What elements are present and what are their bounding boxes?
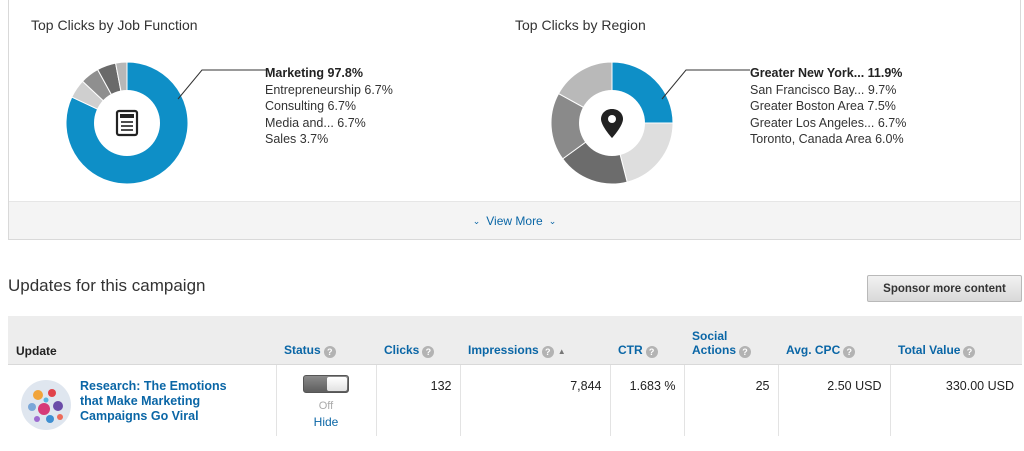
- job-function-donut: [65, 61, 189, 185]
- column-label: Clicks: [384, 342, 420, 357]
- impressions-cell: 7,844: [459, 364, 610, 436]
- social-actions-cell: 25: [683, 364, 778, 436]
- region-leader-line: [661, 69, 750, 100]
- column-header-ctr[interactable]: CTR?: [610, 316, 684, 365]
- legend-item: Consulting 6.7%: [265, 99, 357, 113]
- help-icon[interactable]: ?: [843, 345, 856, 358]
- chevron-down-icon: ⌄: [548, 216, 557, 226]
- help-icon[interactable]: ?: [422, 345, 435, 358]
- legend-item: Greater New York... 11.9%: [750, 66, 903, 80]
- column-header-social-actions[interactable]: Social Actions?: [684, 316, 778, 365]
- region-donut: [550, 61, 674, 185]
- view-more-button[interactable]: ⌄ View More ⌄: [9, 201, 1020, 239]
- column-label: Update: [16, 343, 57, 358]
- legend-item: Sales 3.7%: [265, 132, 329, 146]
- column-label: Impressions: [468, 342, 539, 357]
- map-pin-icon: [601, 109, 623, 138]
- hide-link[interactable]: Hide: [313, 414, 339, 429]
- table-row: Research: The Emotions that Make Marketi…: [8, 364, 1022, 436]
- demographics-panel: Top Clicks by Job Function Marketing 97.…: [8, 0, 1021, 240]
- help-icon[interactable]: ?: [541, 345, 554, 358]
- help-icon[interactable]: ?: [323, 345, 336, 358]
- legend-item: Entrepreneurship 6.7%: [265, 82, 393, 97]
- column-header-clicks[interactable]: Clicks?: [376, 316, 460, 365]
- status-toggle[interactable]: [303, 374, 349, 393]
- column-header-avg-cpc[interactable]: Avg. CPC?: [778, 316, 890, 365]
- update-cell: Research: The Emotions that Make Marketi…: [8, 364, 276, 436]
- column-label: Avg. CPC: [786, 342, 841, 357]
- updates-table: Update Status? Clicks? Impressions? ▲ CTR…: [8, 316, 1022, 436]
- updates-section-title: Updates for this campaign: [8, 276, 206, 295]
- column-header-update: Update: [8, 316, 276, 365]
- sponsor-more-content-button[interactable]: Sponsor more content: [867, 275, 1022, 302]
- sort-ascending-icon: ▲: [557, 346, 566, 356]
- column-header-total-value[interactable]: Total Value?: [890, 316, 1022, 365]
- region-title: Top Clicks by Region: [515, 17, 646, 33]
- job-function-title: Top Clicks by Job Function: [31, 17, 198, 33]
- update-title-link[interactable]: Research: The Emotions that Make Marketi…: [80, 378, 227, 423]
- clicks-cell: 132: [375, 364, 460, 436]
- legend-item: Marketing 97.8%: [265, 66, 363, 80]
- avg-cpc-cell: 2.50 USD: [777, 364, 890, 436]
- job-function-legend: Marketing 97.8% Entrepreneurship 6.7% Co…: [265, 65, 393, 148]
- status-text: Off: [318, 399, 334, 412]
- job-function-leader-line: [177, 69, 266, 100]
- chevron-down-icon: ⌄: [472, 216, 481, 226]
- column-label: Actions: [692, 342, 737, 357]
- document-icon: [115, 109, 139, 137]
- legend-item: San Francisco Bay... 9.7%: [750, 82, 897, 97]
- status-cell: Off Hide: [275, 364, 376, 436]
- legend-item: Greater Los Angeles... 6.7%: [750, 115, 907, 130]
- table-header-row: Update Status? Clicks? Impressions? ▲ CTR…: [8, 316, 1022, 365]
- view-more-label: View More: [486, 214, 543, 228]
- column-label: Social: [692, 328, 728, 343]
- ctr-cell: 1.683 %: [609, 364, 684, 436]
- legend-item: Toronto, Canada Area 6.0%: [750, 132, 904, 146]
- column-header-status[interactable]: Status?: [276, 316, 376, 365]
- help-icon[interactable]: ?: [645, 345, 658, 358]
- legend-item: Media and... 6.7%: [265, 115, 366, 130]
- help-icon[interactable]: ?: [963, 345, 976, 358]
- region-legend: Greater New York... 11.9% San Francisco …: [750, 65, 906, 148]
- total-value-cell: 330.00 USD: [889, 364, 1022, 436]
- column-label: Total Value: [898, 342, 961, 357]
- column-header-impressions[interactable]: Impressions? ▲: [460, 316, 610, 365]
- toggle-knob: [327, 376, 347, 391]
- legend-item: Greater Boston Area 7.5%: [750, 99, 896, 113]
- help-icon[interactable]: ?: [739, 345, 752, 358]
- column-label: Status: [284, 342, 321, 357]
- article-thumbnail[interactable]: [20, 379, 72, 431]
- column-label: CTR: [618, 342, 643, 357]
